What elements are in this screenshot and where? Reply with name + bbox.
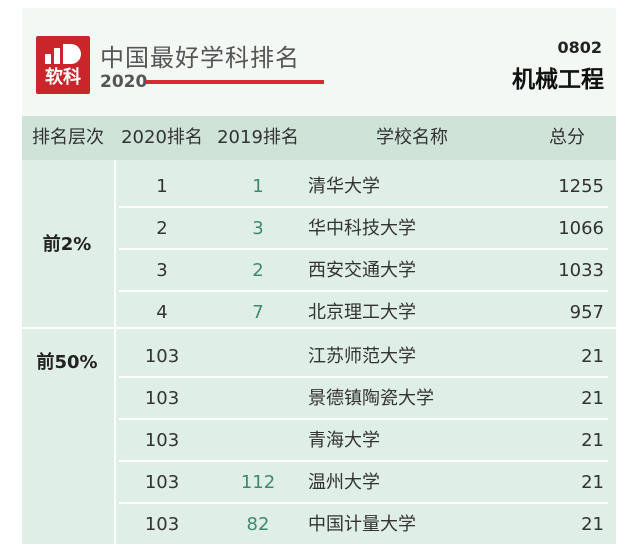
row-divider — [119, 290, 608, 292]
table-row: 103 景德镇陶瓷大学 21 — [22, 378, 616, 420]
rank-2020-cell: 103 — [144, 430, 180, 451]
score-cell: 21 — [581, 472, 604, 493]
row-divider — [119, 460, 608, 462]
rank-2020-cell: 2 — [156, 218, 168, 239]
table-row: 3 2 西安交通大学 1033 — [22, 250, 616, 292]
row-divider — [119, 248, 608, 250]
table-row: 1 1 清华大学 1255 — [22, 166, 616, 208]
rank-2020-cell: 103 — [144, 514, 180, 535]
rank-2020-cell: 103 — [144, 346, 180, 367]
rank-2019-cell: 1 — [252, 176, 264, 197]
score-cell: 21 — [581, 346, 604, 367]
rank-2020-cell: 103 — [144, 472, 180, 493]
table-row: 103 112 温州大学 21 — [22, 462, 616, 504]
table-header: 排名层次 2020排名 2019排名 学校名称 总分 — [22, 116, 616, 160]
subject-name: 机械工程 — [512, 67, 604, 93]
row-divider — [119, 206, 608, 208]
tier-label-top50: 前50% — [36, 352, 98, 373]
rank-2019-cell — [210, 420, 306, 462]
rank-2019-cell — [210, 378, 306, 420]
score-cell: 1033 — [558, 260, 604, 281]
rank-2020-cell: 3 — [156, 260, 168, 281]
school-name-cell: 中国计量大学 — [308, 514, 416, 535]
column-header-rank-2020: 2020排名 — [121, 127, 203, 148]
subject-code: 0802 — [557, 38, 602, 57]
rank-2019-cell: 2 — [252, 260, 264, 281]
table-row: 103 82 中国计量大学 21 — [22, 504, 616, 546]
shanghairanking-logo: 软科 — [36, 36, 90, 94]
tier-divider — [22, 327, 616, 329]
column-header-tier: 排名层次 — [32, 127, 104, 148]
row-divider — [119, 502, 608, 504]
table-row: 103 江苏师范大学 21 — [22, 336, 616, 378]
school-name-cell: 北京理工大学 — [308, 302, 416, 323]
title-underline — [146, 80, 324, 84]
row-divider — [119, 418, 608, 420]
score-cell: 1255 — [558, 176, 604, 197]
column-header-rank-2019: 2019排名 — [217, 127, 299, 148]
rank-2019-cell: 82 — [246, 514, 270, 535]
rank-2020-cell: 1 — [156, 176, 168, 197]
score-cell: 1066 — [558, 218, 604, 239]
ranking-header: 软科 中国最好学科排名 2020 0802 机械工程 — [22, 8, 616, 116]
score-cell: 21 — [581, 430, 604, 451]
school-name-cell: 清华大学 — [308, 176, 380, 197]
rank-2020-cell: 4 — [156, 302, 168, 323]
school-name-cell: 江苏师范大学 — [308, 346, 416, 367]
score-cell: 21 — [581, 514, 604, 535]
table-row: 4 7 北京理工大学 957 — [22, 292, 616, 334]
rank-2019-cell: 7 — [252, 302, 264, 323]
school-name-cell: 景德镇陶瓷大学 — [308, 388, 434, 409]
rank-2019-cell: 112 — [240, 472, 276, 493]
column-header-school: 学校名称 — [376, 127, 448, 148]
column-header-score: 总分 — [549, 127, 585, 148]
ranking-card: 软科 中国最好学科排名 2020 0802 机械工程 排名层次 2020排名 2… — [22, 8, 616, 544]
table-row: 2 3 华中科技大学 1066 — [22, 208, 616, 250]
table-row: 103 青海大学 21 — [22, 420, 616, 462]
ranking-year: 2020 — [100, 72, 148, 92]
school-name-cell: 温州大学 — [308, 472, 380, 493]
score-cell: 21 — [581, 388, 604, 409]
school-name-cell: 华中科技大学 — [308, 218, 416, 239]
rank-2019-cell: 3 — [252, 218, 264, 239]
ranking-title: 中国最好学科排名 — [100, 44, 300, 72]
school-name-cell: 西安交通大学 — [308, 260, 416, 281]
rank-2020-cell: 103 — [144, 388, 180, 409]
score-cell: 957 — [569, 302, 604, 323]
tier-label-top2: 前2% — [42, 234, 92, 255]
school-name-cell: 青海大学 — [308, 430, 380, 451]
logo-text: 软科 — [45, 67, 81, 88]
row-divider — [119, 376, 608, 378]
column-divider — [114, 160, 116, 544]
rank-2019-cell — [210, 336, 306, 378]
